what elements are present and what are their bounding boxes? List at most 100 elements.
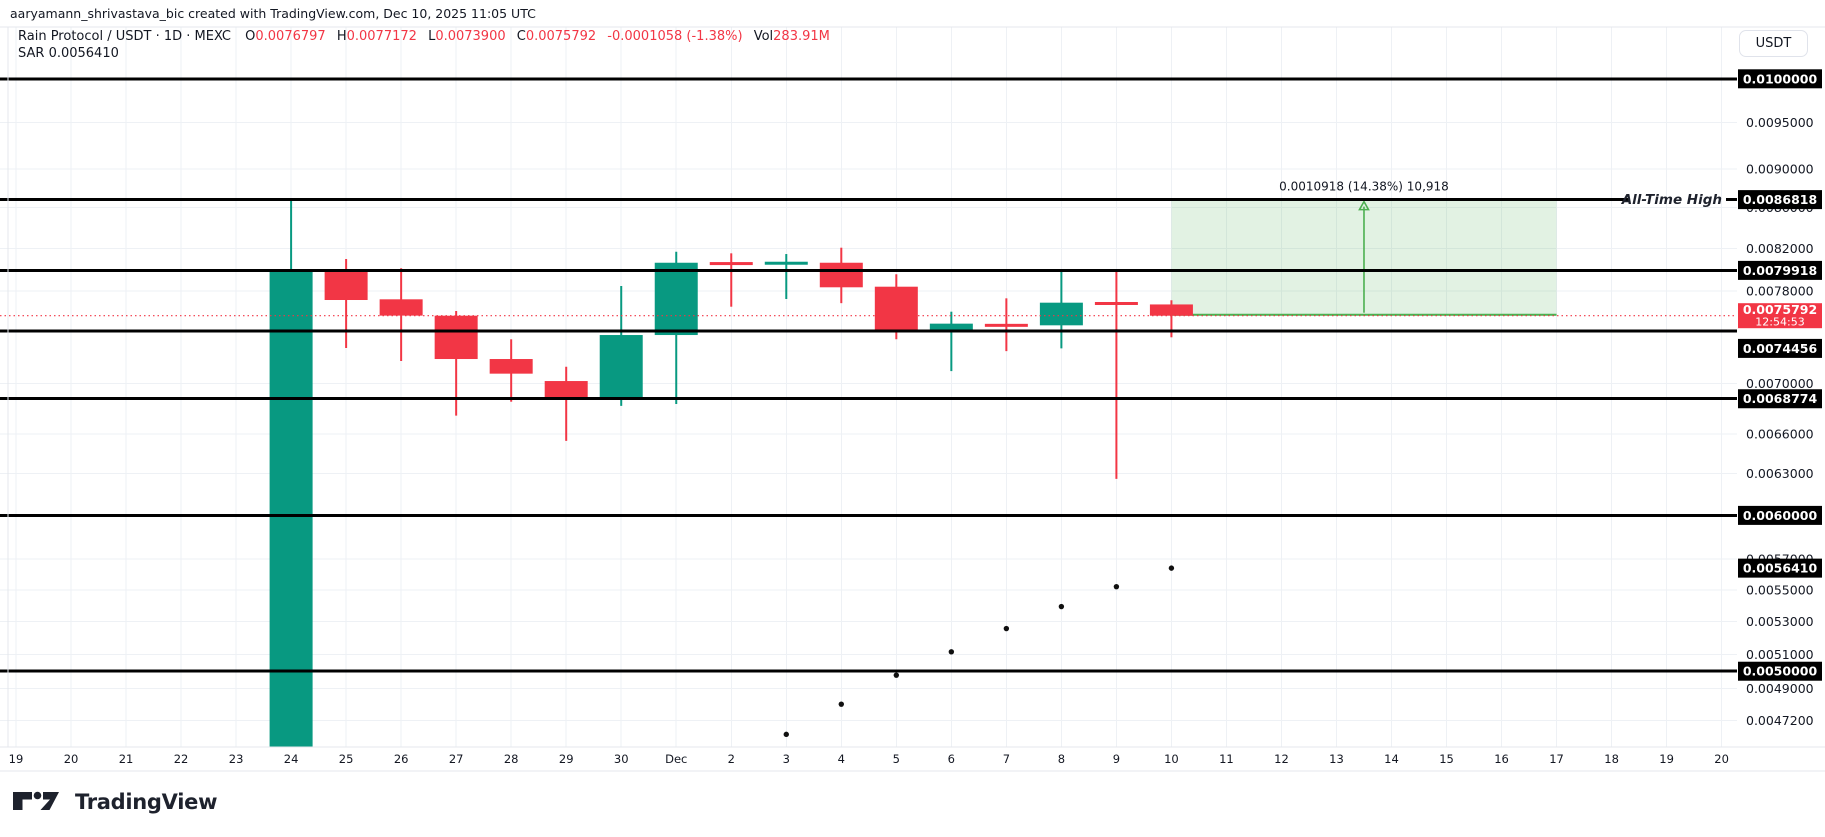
price-label-box: 0.0050000 [1738,661,1822,681]
sar-label: SAR [18,46,45,61]
tradingview-logo-icon [13,791,59,810]
price-axis-label: 0.0055000 [1746,582,1814,597]
candle [599,286,643,406]
candle-body [434,315,478,360]
date-label: 11 [1219,752,1234,766]
close-label: C [516,29,526,44]
candle-body [324,270,368,301]
tradingview-logo[interactable]: TradingView [13,790,217,814]
sar-dot [948,649,955,655]
price-axis[interactable]: 0.00950000.00900000.00860000.00820000.00… [1738,69,1822,728]
date-label: 10 [1164,752,1179,766]
candle-body [489,359,533,374]
svg-text:0.0079918: 0.0079918 [1743,263,1817,278]
candle-body [984,323,1028,327]
sar-dot [893,672,900,678]
projection-arrowhead [1358,199,1370,211]
svg-text:0.0056410: 0.0056410 [1743,561,1818,576]
date-label: 3 [783,752,790,766]
low-value: 0.0073900 [435,29,506,44]
date-label: 6 [948,752,955,766]
date-label: 26 [394,752,409,766]
candle-body [599,335,643,399]
svg-text:0.0086818: 0.0086818 [1743,192,1817,207]
price-axis-label: 0.0090000 [1746,161,1814,176]
open-value: 0.0076797 [255,29,326,44]
date-label: 30 [614,752,629,766]
sar-dots [783,565,1175,738]
price-label-box: 0.0100000 [1738,69,1822,89]
candle [929,311,973,372]
svg-text:0.0074456: 0.0074456 [1743,341,1818,356]
currency-toggle-button[interactable]: USDT [1739,30,1808,57]
date-label: 20 [64,752,79,766]
candle-body [544,381,588,399]
symbol-legend: Rain Protocol / USDT · 1D · MEXC O0.0076… [18,29,837,61]
date-label: 21 [119,752,134,766]
svg-text:0.0100000: 0.0100000 [1743,71,1818,86]
candle-body [654,262,698,336]
candle-body [379,299,423,316]
price-axis-label: 0.0095000 [1746,115,1814,130]
projection-box: 0.0010918 (14.38%) 10,918 [1171,180,1557,316]
volume-label: Vol [753,29,774,44]
time-axis[interactable]: 19 20 21 22 23 24 25 26 27 28 29 30 Dec 2 3 4 5 6 7 8 9 10 11 1… [9,752,1729,766]
price-label-box: 0.0056410 [1738,558,1822,578]
candle [379,268,423,362]
date-label: 27 [449,752,464,766]
candle-body [709,262,753,266]
candle [874,274,918,340]
price-axis-label: 0.0049000 [1746,681,1814,696]
sar-dot [838,701,844,707]
date-label: 15 [1439,752,1454,766]
candle [764,254,808,300]
sar-dot [1058,603,1065,610]
date-label: 7 [1003,752,1010,766]
candle [544,366,588,441]
candle [819,247,863,304]
date-label: 14 [1384,752,1399,766]
price-label-box: 0.0086818 [1738,190,1822,210]
price-axis-label: 0.0063000 [1746,466,1814,481]
candle-body [819,262,863,288]
sar-dot [783,731,789,738]
date-label: 25 [339,752,354,766]
candle-body [269,270,313,747]
sar-dot [1113,583,1120,590]
attribution-text: aaryamann_shrivastava_bic created with T… [10,6,536,21]
price-axis-label: 0.0047200 [1746,713,1814,728]
date-label: 4 [838,752,845,766]
date-label: 13 [1329,752,1344,766]
date-label: 28 [504,752,519,766]
candle-body [929,323,973,332]
price-label-box: 0.0079918 [1738,260,1822,280]
candle-body [764,261,808,265]
date-label: 19 [9,752,24,766]
price-axis-label: 0.0078000 [1746,284,1814,299]
gridlines [0,27,1737,747]
change-value: -0.0001058 (-1.38%) [607,29,743,44]
candle [1094,270,1138,479]
projection-label: 0.0010918 (14.38%) 10,918 [1279,180,1449,194]
candle-body [1149,304,1193,316]
candle [489,339,533,402]
candle-body [1094,301,1138,305]
svg-text:0.0050000: 0.0050000 [1743,664,1818,679]
volume-value: 283.91M [773,29,830,44]
price-lines [0,77,1737,673]
candle-body [1039,302,1083,326]
price-axis-label: 0.0053000 [1746,614,1814,629]
sar-row: SAR 0.0056410 [18,46,837,61]
date-label: 20 [1714,752,1729,766]
sar-dot [1168,565,1175,571]
date-label: 22 [174,752,189,766]
sar-value: 0.0056410 [48,46,119,61]
date-label: 5 [893,752,900,766]
date-label: 8 [1058,752,1065,766]
high-value: 0.0077172 [346,29,417,44]
symbol-title: Rain Protocol / USDT · 1D · MEXC [18,29,231,44]
candle [1039,270,1083,349]
